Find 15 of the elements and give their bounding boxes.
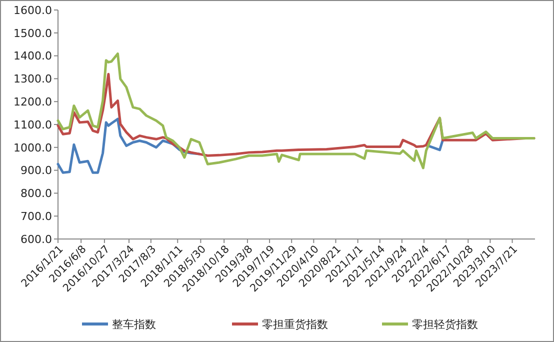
- y-tick-label: 1500.0: [14, 26, 52, 40]
- y-tick-label: 1600.0: [14, 4, 52, 17]
- legend-label: 零担重货指数: [262, 318, 328, 331]
- y-tick-label: 1300.0: [14, 72, 52, 86]
- legend-label: 零担轻货指数: [412, 318, 478, 331]
- y-tick-label: 1100.0: [14, 118, 52, 132]
- y-tick-label: 700.0: [20, 210, 52, 223]
- y-tick-label: 900.0: [20, 164, 52, 178]
- line-series: [56, 52, 536, 170]
- legend-label: 整车指数: [112, 318, 156, 331]
- y-tick-label: 1200.0: [14, 95, 52, 108]
- y-tick-label: 600.0: [20, 232, 52, 246]
- y-tick-label: 1400.0: [14, 50, 52, 63]
- y-tick-label: 1000.0: [14, 141, 52, 154]
- y-tick-label: 800.0: [20, 187, 52, 200]
